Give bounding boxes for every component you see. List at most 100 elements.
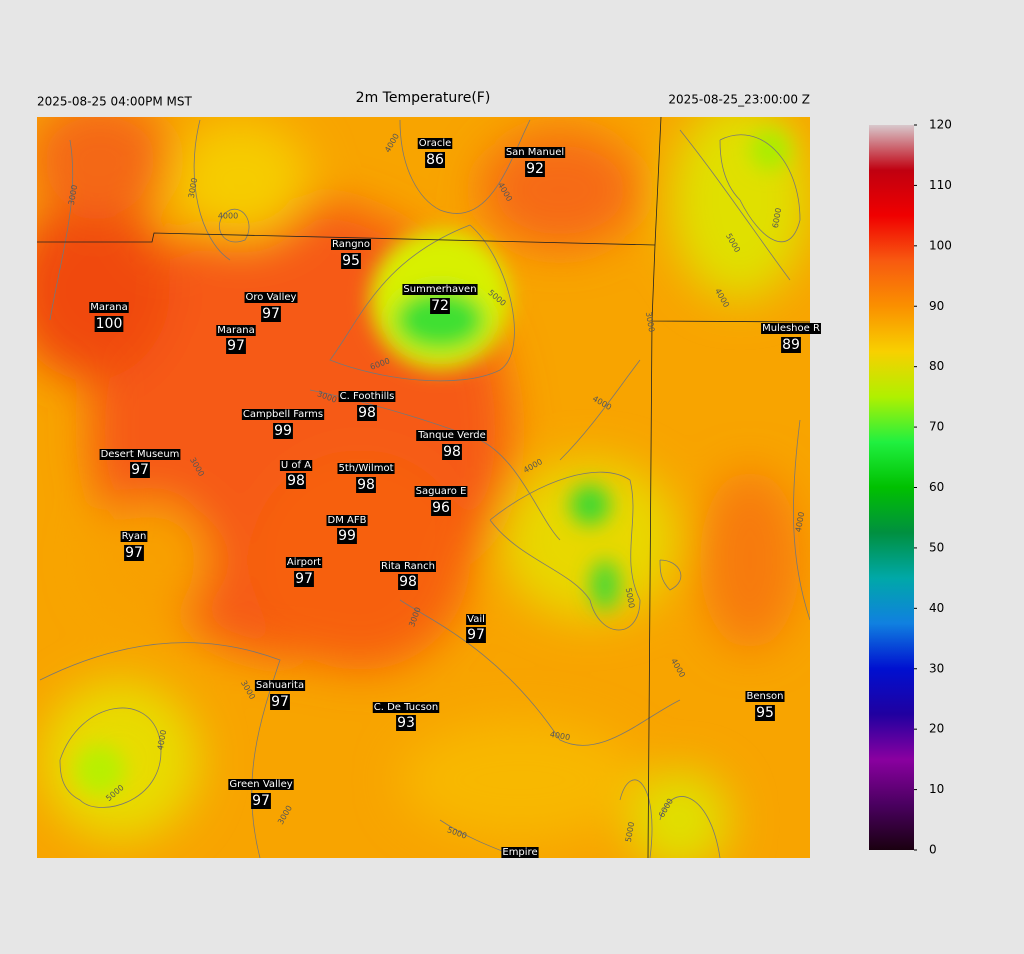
- station-layer: 3000 3000 4000 4000 4000 5000 6000 4000 3000 5000…: [67, 132, 821, 858]
- colorbar-tick-label: 90: [929, 299, 944, 313]
- contour-label: 5000: [624, 821, 636, 843]
- station-name-bg: [414, 486, 468, 497]
- station-temp: 95: [756, 705, 774, 721]
- station-name: Tanque Verde: [417, 430, 486, 441]
- station-temp: 97: [227, 338, 245, 354]
- station-name-bg: [89, 302, 129, 313]
- station-temp: 97: [262, 306, 280, 322]
- station-temp: 95: [342, 253, 360, 269]
- contour-label: 4000: [156, 729, 168, 751]
- colorbar-tick-label: 10: [929, 782, 944, 796]
- station-temp-bg: [273, 423, 293, 439]
- station-name-bg: [337, 463, 395, 474]
- colorbar-tick-label: 20: [929, 722, 944, 736]
- station-temp: 100: [96, 316, 123, 332]
- station-temp: 99: [274, 423, 292, 439]
- station-name: Campbell Farms: [243, 409, 323, 420]
- station-temp-bg: [356, 477, 376, 493]
- station-temp-bg: [226, 338, 246, 354]
- colorbar-tick-label: 110: [929, 178, 952, 192]
- valid-time-local: 2025-08-25 04:00PM MST: [37, 95, 193, 109]
- station-name: Desert Museum: [101, 449, 180, 460]
- station-temp-bg: [442, 444, 462, 460]
- station-name: Oro Valley: [246, 292, 297, 303]
- station-temp: 97: [125, 545, 143, 561]
- contour-label: 5000: [624, 587, 636, 609]
- station-temp-bg: [270, 694, 290, 710]
- valid-time-utc: 2025-08-25_23:00:00 Z: [668, 93, 810, 107]
- station-name-bg: [466, 614, 486, 625]
- contour-label: 3000: [67, 184, 79, 206]
- station-name-bg: [402, 284, 478, 295]
- colorbar-tick-label: 50: [929, 540, 944, 554]
- station-name: Vail: [467, 614, 485, 625]
- station-temp-bg: [755, 705, 775, 721]
- station-name-bg: [380, 561, 436, 572]
- station-name: Ryan: [122, 531, 147, 542]
- colorbar-tick-label: 120: [929, 118, 952, 132]
- station-temp: 93: [397, 715, 415, 731]
- colorbar-tick-label: 60: [929, 480, 944, 494]
- station-name-bg: [254, 680, 306, 691]
- station-name: Airport: [287, 557, 321, 568]
- station-name: Empire: [502, 847, 537, 858]
- station-name-bg: [338, 391, 396, 402]
- station-name: C. De Tucson: [374, 702, 438, 713]
- station-name-bg: [99, 449, 181, 460]
- station-name-bg: [504, 147, 566, 158]
- station-name-bg: [120, 531, 148, 542]
- station-name-bg: [216, 325, 256, 336]
- colorbar-tick-label: 40: [929, 601, 944, 615]
- station-temp-bg: [130, 462, 150, 478]
- station-name: Rita Ranch: [381, 561, 435, 572]
- colorbar-tick-label: 0: [929, 843, 937, 857]
- station-name: 5th/Wilmot: [339, 463, 394, 474]
- station-temp-bg: [294, 571, 314, 587]
- station-name: Sahuarita: [256, 680, 304, 691]
- station-temp-bg: [398, 574, 418, 590]
- station-name-bg: [416, 430, 487, 441]
- station-temp-bg: [286, 473, 306, 489]
- station-temp: 99: [338, 528, 356, 544]
- station-temp-bg: [525, 161, 545, 177]
- station-name-bg: [228, 779, 294, 790]
- station-temp: 98: [358, 405, 376, 421]
- station-name-bg: [417, 138, 453, 149]
- map-field: [37, 117, 810, 858]
- station-temp: 98: [443, 444, 461, 460]
- station-temp: 96: [432, 500, 450, 516]
- station-name-bg: [501, 847, 539, 858]
- station-temp-bg: [466, 627, 486, 643]
- station-temp-bg: [781, 337, 801, 353]
- colorbar-tick-label: 100: [929, 238, 952, 252]
- station-name: Saguaro E: [416, 486, 467, 497]
- colorbar-tick-label: 70: [929, 420, 944, 434]
- contour-label: 4000: [549, 730, 571, 742]
- station-name: Muleshoe R: [762, 323, 820, 334]
- station-name-bg: [372, 702, 440, 713]
- colorbar-tick-label: 30: [929, 661, 944, 675]
- station-name-bg: [279, 460, 313, 471]
- station-name: San Manuel: [506, 147, 564, 158]
- station-temp-bg: [430, 298, 450, 314]
- contour-label: 6000: [771, 207, 783, 229]
- station-name-bg: [244, 292, 298, 303]
- station-name-bg: [745, 691, 785, 702]
- station-name: U of A: [281, 460, 311, 471]
- contour-label: 3000: [644, 311, 656, 333]
- station-temp-bg: [261, 306, 281, 322]
- colorbar-scale: [869, 125, 914, 850]
- contour-label: 4000: [218, 212, 238, 221]
- station-name: Rangno: [332, 239, 370, 250]
- station-temp: 97: [252, 793, 270, 809]
- station-name-bg: [761, 323, 821, 334]
- station-name-bg: [285, 557, 323, 568]
- station-temp: 98: [357, 477, 375, 493]
- station-name: Oracle: [419, 138, 452, 149]
- station-name: Green Valley: [229, 779, 292, 790]
- colorbar-tick-label: 80: [929, 359, 944, 373]
- station-temp-bg: [396, 715, 416, 731]
- station-temp-bg: [425, 152, 445, 168]
- station-name-bg: [331, 239, 371, 250]
